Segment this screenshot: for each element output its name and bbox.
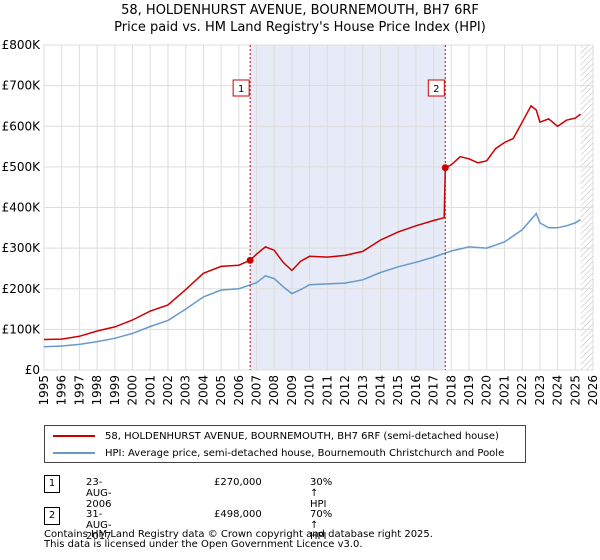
legend-swatch-property: [53, 435, 95, 437]
x-tick-label: 2013: [356, 375, 370, 406]
x-tick-label: 2004: [196, 375, 210, 406]
y-tick-label: £800K: [2, 38, 42, 52]
x-tick-label: 1998: [90, 375, 104, 406]
sale-point: [441, 164, 449, 172]
footer-line-1: Contains HM Land Registry data © Crown c…: [44, 529, 433, 540]
transaction-number: 2: [44, 507, 60, 525]
transaction-hpi-change: 30% ↑ HPI: [310, 477, 333, 510]
transaction-price: £498,000: [214, 509, 262, 520]
x-tick-label: 2000: [126, 375, 140, 406]
x-axis: 1995 1996 1997 1998 1999 2000 2001 2002 2003 2004…: [37, 375, 600, 406]
x-tick-label: 2003: [179, 375, 193, 406]
x-tick-label: 2011: [320, 375, 334, 406]
x-tick-label: 2025: [568, 375, 582, 406]
footer-attribution: Contains HM Land Registry data © Crown c…: [44, 530, 433, 550]
x-tick-label: 2026: [586, 375, 600, 406]
footer-line-2: This data is licensed under the Open Gov…: [44, 539, 363, 550]
y-tick-label: £100K: [2, 322, 42, 336]
legend-label-property: 58, HOLDENHURST AVENUE, BOURNEMOUTH, BH7…: [105, 430, 499, 442]
hpi-line: [43, 212, 581, 348]
y-tick-label: £200K: [2, 282, 42, 296]
y-tick-label: £500K: [2, 160, 42, 174]
sale-point: [246, 256, 254, 264]
x-tick-label: 1995: [37, 375, 51, 406]
x-tick-label: 2014: [373, 375, 387, 406]
legend-swatch-hpi: [53, 452, 95, 454]
chart-title: 58, HOLDENHURST AVENUE, BOURNEMOUTH, BH7…: [121, 3, 479, 18]
y-tick-label: £700K: [2, 79, 42, 93]
sale-label-text: 1: [238, 84, 244, 95]
transaction-date: 31-AUG-2017: [86, 509, 112, 542]
legend-item-hpi: HPI: Average price, semi-detached house,…: [45, 445, 504, 461]
x-tick-label: 2008: [267, 375, 281, 406]
series-group: [43, 104, 582, 348]
legend-label-hpi: HPI: Average price, semi-detached house,…: [105, 447, 505, 459]
transaction-hpi-change: 70% ↑ HPI: [310, 509, 333, 542]
x-tick-label: 1996: [55, 375, 69, 406]
chart-subtitle: Price paid vs. HM Land Registry's House …: [114, 20, 486, 35]
y-axis: £0 £100K £200K £300K £400K £500K £600K £700K £80…: [2, 38, 42, 377]
x-tick-label: 2010: [303, 375, 317, 406]
property-price-line: [43, 104, 582, 341]
sale-label-text: 2: [433, 84, 439, 95]
x-tick-label: 2023: [533, 375, 547, 406]
x-tick-label: 2019: [462, 375, 476, 406]
transaction-date: 23-AUG-2006: [86, 477, 112, 510]
x-tick-label: 2022: [515, 375, 529, 406]
y-tick-label: £0: [25, 363, 40, 377]
x-tick-label: 2007: [250, 375, 264, 406]
transaction-price: £270,000: [214, 477, 262, 488]
x-tick-label: 2001: [143, 375, 157, 406]
x-tick-label: 2006: [232, 375, 246, 406]
x-tick-label: 1997: [72, 375, 86, 406]
x-tick-label: 2015: [391, 375, 405, 406]
transaction-number: 1: [44, 475, 60, 493]
x-tick-label: 2020: [480, 375, 494, 406]
x-tick-label: 2024: [551, 375, 565, 406]
legend-item-property: 58, HOLDENHURST AVENUE, BOURNEMOUTH, BH7…: [45, 428, 499, 444]
x-tick-label: 2021: [497, 375, 511, 406]
x-tick-label: 2016: [409, 375, 423, 406]
x-tick-label: 2002: [161, 375, 175, 406]
grid-lines: [43, 44, 594, 371]
x-tick-label: 2009: [285, 375, 299, 406]
sale-label-box: [427, 79, 445, 97]
sale-label-box: [232, 79, 250, 97]
x-tick-label: 2005: [214, 375, 228, 406]
y-tick-label: £300K: [2, 241, 42, 255]
chart-legend: 58, HOLDENHURST AVENUE, BOURNEMOUTH, BH7…: [44, 425, 526, 463]
y-tick-label: £400K: [2, 201, 42, 215]
y-tick-label: £600K: [2, 119, 42, 133]
x-tick-label: 2017: [427, 375, 441, 406]
x-tick-label: 1999: [108, 375, 122, 406]
x-tick-label: 2012: [338, 375, 352, 406]
x-tick-label: 2018: [444, 375, 458, 406]
